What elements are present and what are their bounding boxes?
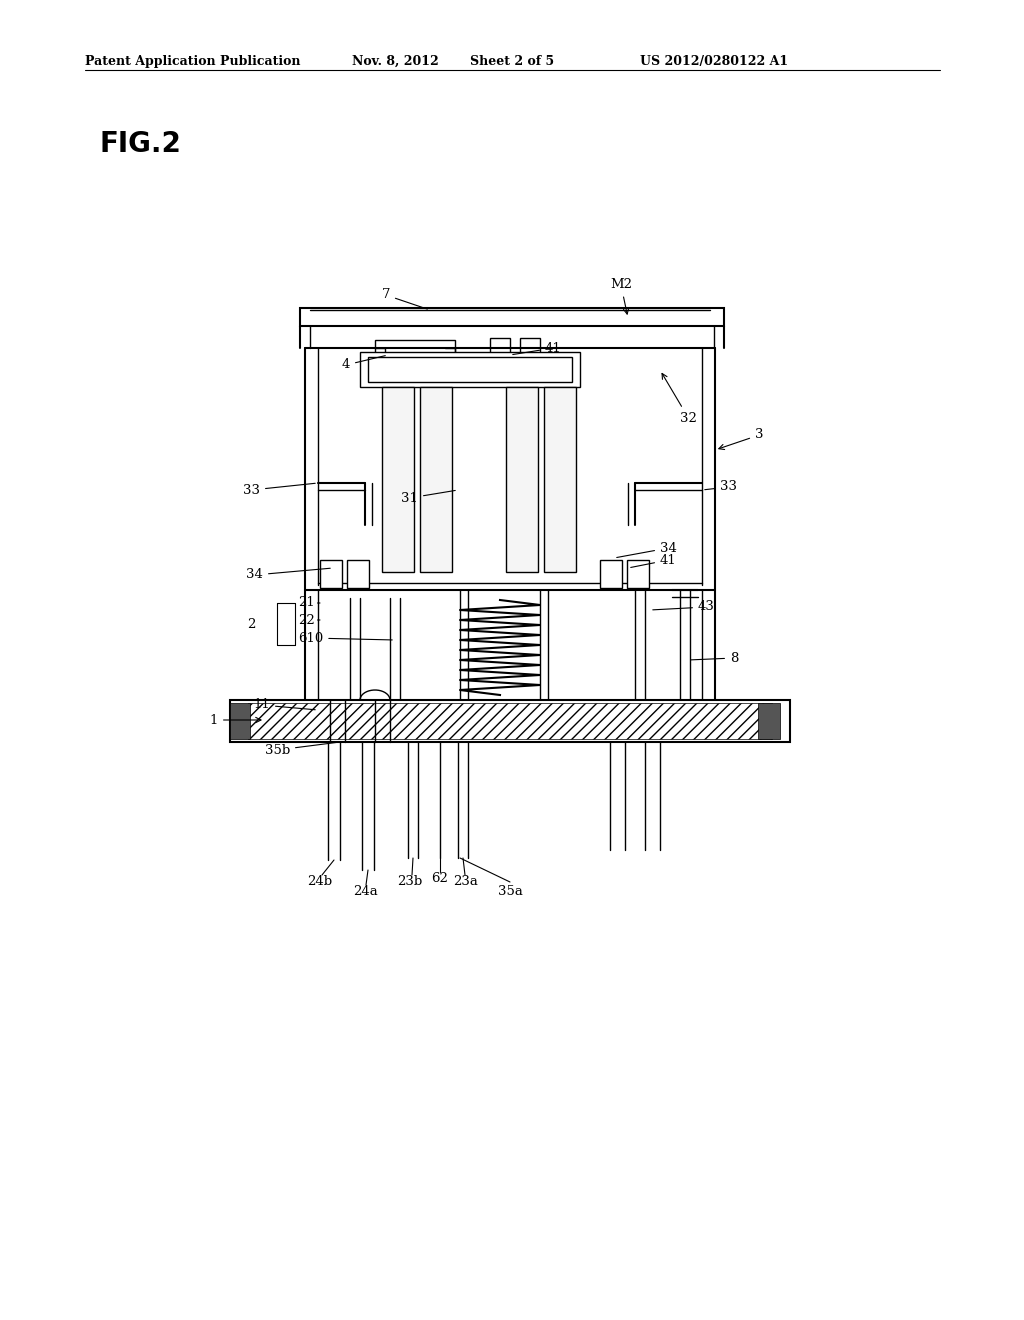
Text: 62: 62 — [431, 873, 449, 884]
Bar — [420, 387, 452, 572]
Text: 22: 22 — [298, 614, 319, 627]
Bar — [230, 700, 790, 742]
Text: 3: 3 — [719, 429, 764, 450]
Text: 23b: 23b — [397, 875, 423, 888]
Bar — [544, 387, 575, 572]
Bar — [382, 387, 414, 572]
Text: 34: 34 — [246, 568, 330, 582]
Text: FIG.2: FIG.2 — [100, 129, 182, 158]
Text: Sheet 2 of 5: Sheet 2 of 5 — [470, 55, 554, 69]
Bar — [375, 341, 455, 370]
Bar — [627, 560, 649, 587]
Bar — [368, 356, 572, 381]
Bar — [347, 560, 369, 587]
Text: Patent Application Publication: Patent Application Publication — [85, 55, 300, 69]
Text: 34: 34 — [616, 541, 677, 557]
Text: 35a: 35a — [498, 884, 522, 898]
Bar — [230, 704, 250, 739]
Bar — [360, 352, 580, 387]
Text: 43: 43 — [652, 601, 715, 614]
Bar — [520, 338, 540, 368]
Text: 23a: 23a — [454, 875, 478, 888]
Bar — [300, 308, 724, 326]
Text: 1: 1 — [210, 714, 261, 726]
Text: 24b: 24b — [307, 875, 333, 888]
Text: 4: 4 — [342, 355, 385, 371]
Text: 35b: 35b — [265, 742, 337, 756]
Text: 33: 33 — [243, 483, 315, 496]
Bar — [248, 704, 772, 739]
Text: 31: 31 — [401, 491, 456, 504]
Bar — [506, 387, 538, 572]
Text: US 2012/0280122 A1: US 2012/0280122 A1 — [640, 55, 788, 69]
Text: 11: 11 — [253, 698, 315, 711]
Text: 41: 41 — [631, 553, 677, 568]
Text: 41: 41 — [513, 342, 562, 355]
Text: M2: M2 — [610, 279, 632, 314]
Text: 32: 32 — [663, 374, 697, 425]
Text: 33: 33 — [705, 480, 737, 494]
Text: Nov. 8, 2012: Nov. 8, 2012 — [352, 55, 438, 69]
Text: 2: 2 — [247, 618, 255, 631]
Text: 24a: 24a — [352, 884, 378, 898]
Bar — [490, 338, 510, 368]
Bar — [758, 704, 780, 739]
Bar — [319, 560, 342, 587]
Text: 21: 21 — [298, 597, 319, 610]
Text: 8: 8 — [691, 652, 738, 664]
Text: 7: 7 — [382, 289, 427, 309]
Bar — [600, 560, 622, 587]
Text: 610: 610 — [298, 631, 392, 644]
